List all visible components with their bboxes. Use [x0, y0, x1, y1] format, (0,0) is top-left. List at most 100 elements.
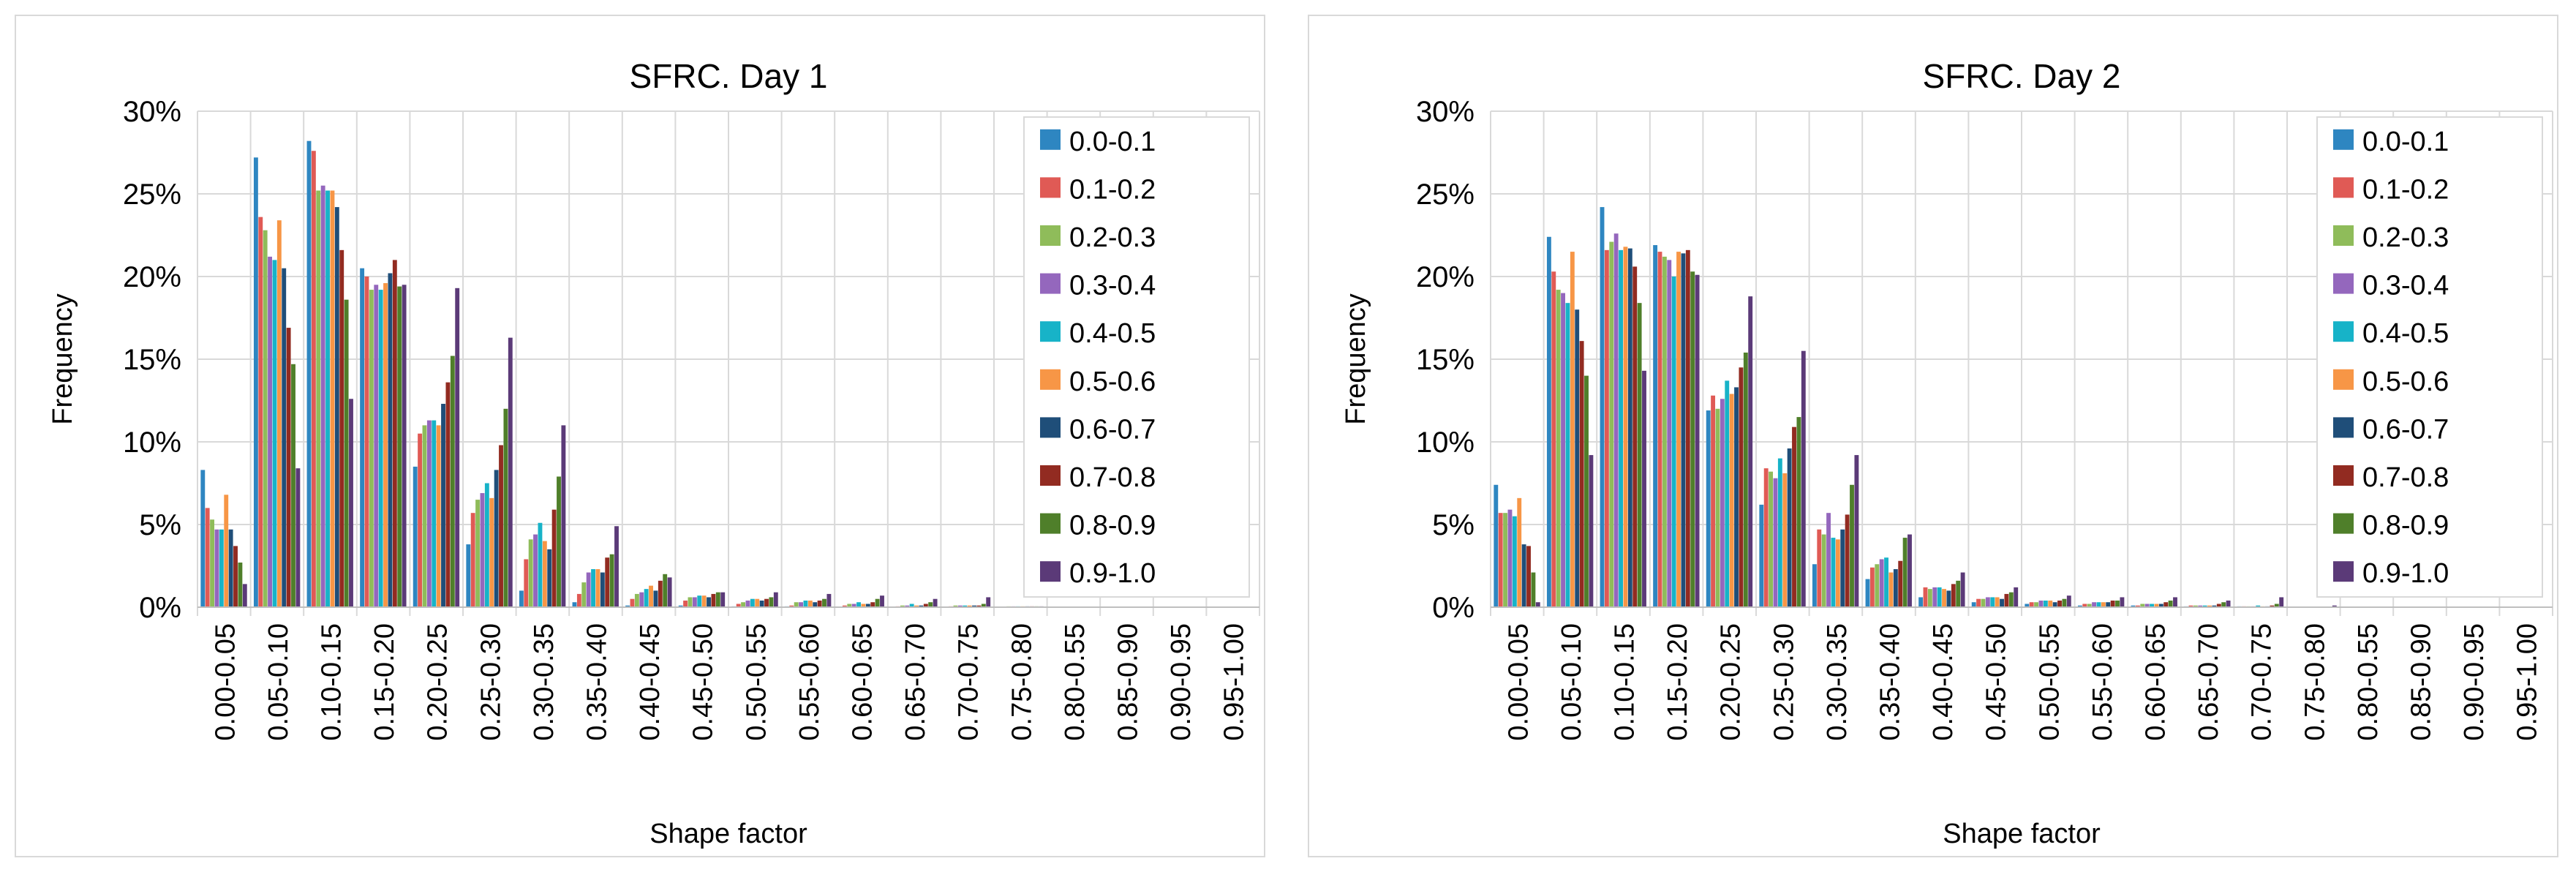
bar	[1821, 534, 1826, 607]
bar	[1981, 598, 1986, 607]
bar	[750, 598, 755, 607]
bar	[538, 522, 543, 607]
x-tick-label: 0.30-0.35	[529, 623, 560, 741]
bar	[1884, 557, 1888, 607]
bar	[242, 584, 247, 607]
x-tick-label: 0.10-0.15	[1610, 623, 1641, 741]
series-0.2-0.3	[210, 190, 1012, 608]
series-0.2-0.3	[1503, 241, 2251, 607]
bar	[392, 260, 397, 607]
bar	[2212, 605, 2217, 607]
x-tick-label: 0.10-0.15	[317, 623, 347, 741]
bar	[1507, 509, 1513, 607]
legend-swatch	[1040, 417, 1061, 438]
bar	[1927, 589, 1932, 607]
bar	[658, 580, 663, 607]
x-tick-label: 0.30-0.35	[1822, 623, 1853, 741]
series-0.8-0.9	[238, 286, 1039, 607]
bar	[2096, 602, 2101, 607]
bar	[2077, 605, 2082, 607]
x-tick-label: 0.00-0.05	[1503, 623, 1534, 741]
bar	[551, 509, 557, 607]
bar	[807, 600, 813, 607]
bar	[914, 605, 919, 607]
bar	[1951, 584, 1956, 607]
bar	[865, 604, 870, 607]
bar	[1565, 303, 1570, 607]
bar	[1782, 473, 1788, 607]
series-0.0-0.1	[200, 140, 789, 607]
x-tick-label: 0.60-0.65	[2141, 623, 2172, 741]
bar	[2131, 605, 2136, 607]
bar	[1498, 513, 1503, 607]
bar	[600, 572, 605, 607]
bar	[445, 382, 451, 607]
bar	[1937, 587, 1942, 607]
bar	[880, 595, 884, 607]
bar	[1690, 271, 1695, 607]
bar	[826, 593, 832, 607]
bar	[1642, 370, 1646, 607]
series-0.4-0.5	[1512, 249, 2261, 607]
bar	[1734, 387, 1739, 607]
bar	[2150, 604, 2154, 607]
bar	[1773, 478, 1778, 607]
bar	[1918, 597, 1924, 607]
bar	[842, 605, 847, 607]
bar	[1725, 380, 1730, 607]
bar	[773, 592, 778, 607]
bar	[769, 597, 774, 607]
bar	[813, 602, 818, 607]
legend-swatch	[2333, 129, 2354, 150]
bar	[1653, 245, 1658, 607]
legend-label: 0.5-0.6	[2362, 367, 2449, 397]
bar	[1600, 207, 1605, 608]
bar	[759, 600, 764, 607]
bar	[581, 582, 587, 607]
bar	[967, 605, 972, 607]
bar	[1570, 252, 1575, 607]
bar	[644, 589, 649, 607]
y-tick-label: 0%	[139, 592, 181, 624]
bar	[1546, 236, 1551, 607]
bar	[649, 585, 653, 607]
bar	[238, 562, 243, 607]
bar	[1792, 426, 1796, 607]
bar	[919, 605, 924, 607]
y-tick-label: 10%	[1416, 426, 1475, 459]
legend-label: 0.4-0.5	[2362, 318, 2449, 349]
bar	[2034, 602, 2039, 607]
x-tick-label: 0.05-0.10	[263, 623, 294, 741]
bar	[306, 140, 312, 607]
bar	[688, 597, 693, 607]
bar	[1685, 249, 1690, 607]
x-tick-label: 0.20-0.25	[423, 623, 453, 741]
bar	[1589, 455, 1594, 607]
bar	[2144, 604, 2150, 607]
x-tick-label: 0.20-0.25	[1716, 623, 1747, 741]
bar	[426, 420, 432, 607]
bar	[1763, 468, 1769, 607]
bar	[450, 356, 455, 607]
series-0.1-0.2	[1498, 249, 2247, 607]
bar	[1575, 309, 1580, 607]
chart-title: SFRC. Day 1	[630, 57, 828, 95]
bar	[276, 220, 282, 607]
series-0.5-0.6	[1517, 247, 2265, 607]
bar	[2256, 605, 2261, 607]
bar	[614, 526, 619, 607]
bar	[2163, 602, 2169, 607]
x-tick-label: 0.85-0.90	[2406, 623, 2437, 741]
bar	[1840, 529, 1845, 607]
bar	[1512, 516, 1517, 607]
x-tick-label: 0.75-0.80	[2300, 623, 2330, 741]
bar	[1831, 538, 1836, 607]
bar	[233, 546, 238, 607]
bar	[561, 425, 566, 607]
legend-swatch	[1040, 321, 1061, 342]
bar	[286, 328, 291, 607]
legend-swatch	[1040, 225, 1061, 246]
bar	[1850, 484, 1854, 607]
bar	[383, 283, 388, 607]
bar	[374, 285, 379, 607]
